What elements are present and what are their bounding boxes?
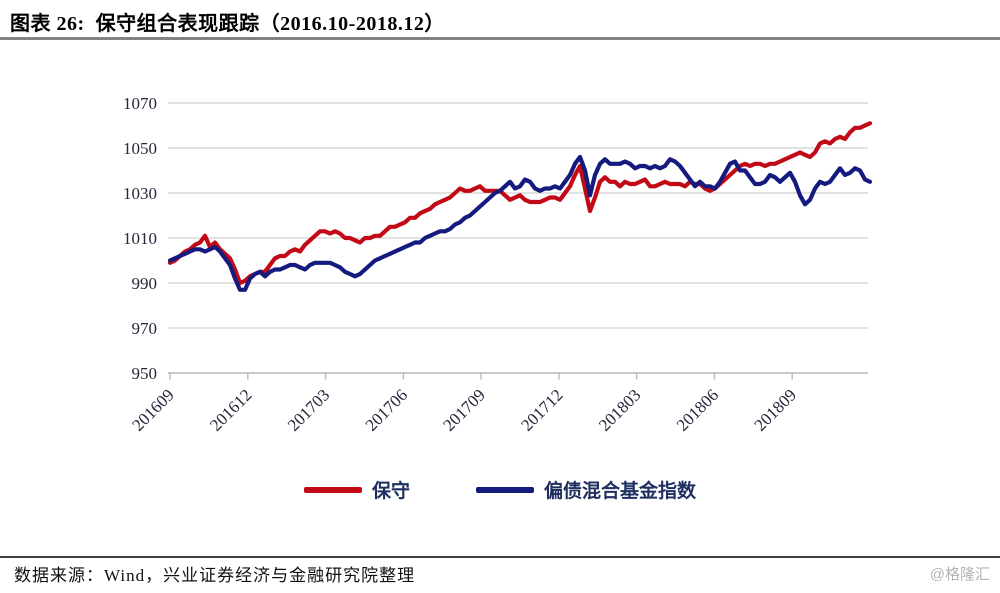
title-divider — [0, 37, 1000, 40]
chart-title: 图表 26: 保守组合表现跟踪（2016.10-2018.12） — [10, 13, 445, 35]
data-source-text: 数据来源：Wind，兴业证券经济与金融研究院整理 — [14, 566, 416, 585]
y-tick-label: 1070 — [123, 94, 157, 113]
watermark-text: @格隆汇 — [929, 566, 990, 583]
x-tick-label: 201706 — [362, 385, 411, 434]
y-tick-label: 970 — [132, 319, 158, 338]
x-tick-label: 201806 — [673, 385, 722, 434]
y-tick-label: 950 — [132, 364, 158, 383]
x-tick-label: 201703 — [284, 385, 333, 434]
legend-item-conservative: 保守 — [303, 476, 410, 503]
x-tick-label: 201803 — [595, 385, 644, 434]
series-line-bond-hybrid-index — [167, 154, 873, 292]
legend-item-bond-hybrid-index: 偏债混合基金指数 — [476, 476, 696, 503]
legend-label-bond-hybrid-index: 偏债混合基金指数 — [544, 481, 697, 502]
y-tick-label: 1050 — [123, 139, 157, 158]
x-tick-label: 201809 — [751, 385, 800, 434]
legend-swatch-conservative — [303, 486, 362, 493]
chart-canvas: 950 970 990 1010 1030 1050 1070 201609 201612 201… — [123, 94, 873, 435]
x-tick-label: 201712 — [517, 385, 566, 434]
y-tick-label: 1030 — [123, 184, 157, 203]
series-line-conservative — [167, 121, 873, 286]
chart-legend: 保守 偏债混合基金指数 — [0, 476, 1000, 503]
legend-swatch-bond-hybrid-index — [476, 486, 534, 493]
y-tick-label: 990 — [132, 274, 158, 293]
x-tick-label: 201709 — [439, 385, 488, 434]
legend-label-conservative: 保守 — [371, 481, 410, 502]
x-tick-label: 201609 — [128, 385, 177, 434]
y-tick-label: 1010 — [123, 229, 157, 248]
x-tick-label: 201612 — [206, 385, 255, 434]
footer-divider — [0, 556, 1000, 558]
